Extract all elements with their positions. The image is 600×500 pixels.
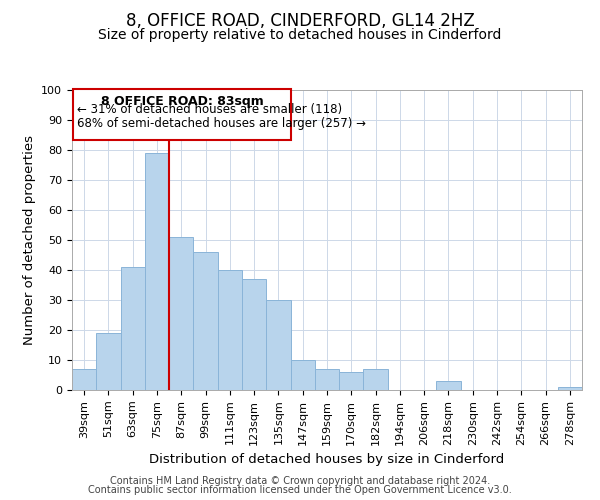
Bar — [145, 153, 169, 390]
Bar — [436, 381, 461, 390]
Bar — [121, 267, 145, 390]
Bar — [290, 360, 315, 390]
Text: Contains HM Land Registry data © Crown copyright and database right 2024.: Contains HM Land Registry data © Crown c… — [110, 476, 490, 486]
Text: Contains public sector information licensed under the Open Government Licence v3: Contains public sector information licen… — [88, 485, 512, 495]
Bar — [266, 300, 290, 390]
Bar — [558, 387, 582, 390]
Text: Size of property relative to detached houses in Cinderford: Size of property relative to detached ho… — [98, 28, 502, 42]
Text: 8 OFFICE ROAD: 83sqm: 8 OFFICE ROAD: 83sqm — [101, 94, 263, 108]
Bar — [96, 333, 121, 390]
Bar — [315, 369, 339, 390]
Bar — [72, 369, 96, 390]
Text: 68% of semi-detached houses are larger (257) →: 68% of semi-detached houses are larger (… — [77, 117, 366, 130]
Bar — [73, 88, 290, 140]
Y-axis label: Number of detached properties: Number of detached properties — [23, 135, 36, 345]
Bar — [339, 372, 364, 390]
Bar — [242, 279, 266, 390]
Bar — [364, 369, 388, 390]
X-axis label: Distribution of detached houses by size in Cinderford: Distribution of detached houses by size … — [149, 453, 505, 466]
Bar — [193, 252, 218, 390]
Bar — [218, 270, 242, 390]
Text: 8, OFFICE ROAD, CINDERFORD, GL14 2HZ: 8, OFFICE ROAD, CINDERFORD, GL14 2HZ — [125, 12, 475, 30]
Bar — [169, 237, 193, 390]
Text: ← 31% of detached houses are smaller (118): ← 31% of detached houses are smaller (11… — [77, 104, 342, 117]
